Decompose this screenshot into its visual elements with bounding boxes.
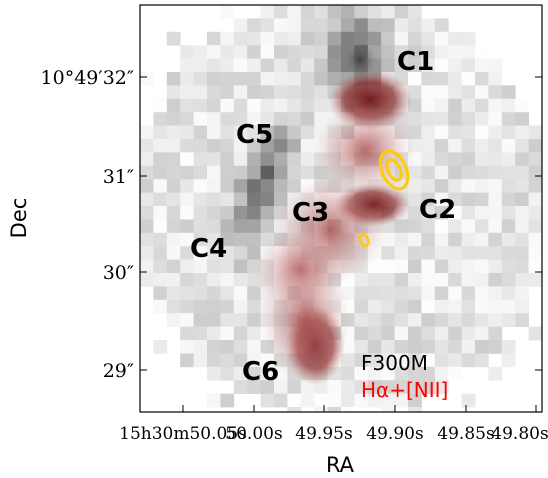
legend-line: Hα+[NII] — [361, 378, 448, 402]
contour-overlay — [358, 149, 410, 247]
y-tick-label-3: 29″ — [103, 360, 134, 382]
x-axis-label: RA — [326, 453, 355, 477]
clump-label-c2: C2 — [419, 195, 456, 225]
clump-label-c6: C6 — [242, 357, 279, 387]
x-tick-label-2: 49.95s — [295, 424, 352, 444]
x-tick-label-5: 49.80s — [491, 424, 548, 444]
y-axis-label: Dec — [7, 198, 31, 239]
y-tick-label-1: 31″ — [103, 166, 134, 188]
x-tick-label-1: 50.00s — [225, 424, 282, 444]
clump-label-c4: C4 — [190, 234, 227, 264]
x-tick-label-4: 49.85s — [437, 424, 494, 444]
y-tick-label-2: 30″ — [103, 262, 134, 284]
y-ticks — [140, 76, 542, 371]
axes-frame — [139, 4, 543, 413]
image-panel — [140, 5, 542, 412]
clump-label-c1: C1 — [397, 47, 434, 77]
y-tick-label-0: 10°49′32″ — [41, 67, 134, 89]
clump-label-c5: C5 — [236, 120, 273, 150]
x-tick-label-0: 15h30m50.05s — [119, 424, 247, 444]
clump-label-c3: C3 — [292, 198, 329, 228]
emission-overlay — [255, 42, 415, 385]
x-ticks — [182, 405, 537, 412]
x-tick-label-3: 49.90s — [366, 424, 423, 444]
legend-filter: F300M — [361, 351, 428, 375]
